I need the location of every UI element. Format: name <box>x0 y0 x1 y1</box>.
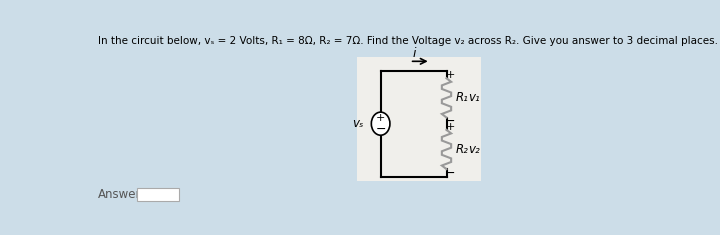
Text: R₂: R₂ <box>456 143 469 156</box>
Text: i: i <box>412 47 415 60</box>
Text: Answer:: Answer: <box>98 188 145 201</box>
Text: −: − <box>445 166 456 180</box>
Text: +: + <box>376 113 385 123</box>
Ellipse shape <box>372 112 390 135</box>
Text: −: − <box>445 115 456 128</box>
Text: v₂: v₂ <box>468 143 480 156</box>
Text: +: + <box>446 70 455 80</box>
Text: −: − <box>375 123 386 136</box>
Text: +: + <box>446 122 455 132</box>
FancyBboxPatch shape <box>357 58 482 181</box>
Text: vₛ: vₛ <box>352 117 364 130</box>
Text: R₁: R₁ <box>456 91 469 104</box>
Text: v₁: v₁ <box>468 91 480 104</box>
Text: In the circuit below, vₛ = 2 Volts, R₁ = 8Ω, R₂ = 7Ω. Find the Voltage v₂ across: In the circuit below, vₛ = 2 Volts, R₁ =… <box>98 36 718 46</box>
FancyBboxPatch shape <box>137 188 179 201</box>
